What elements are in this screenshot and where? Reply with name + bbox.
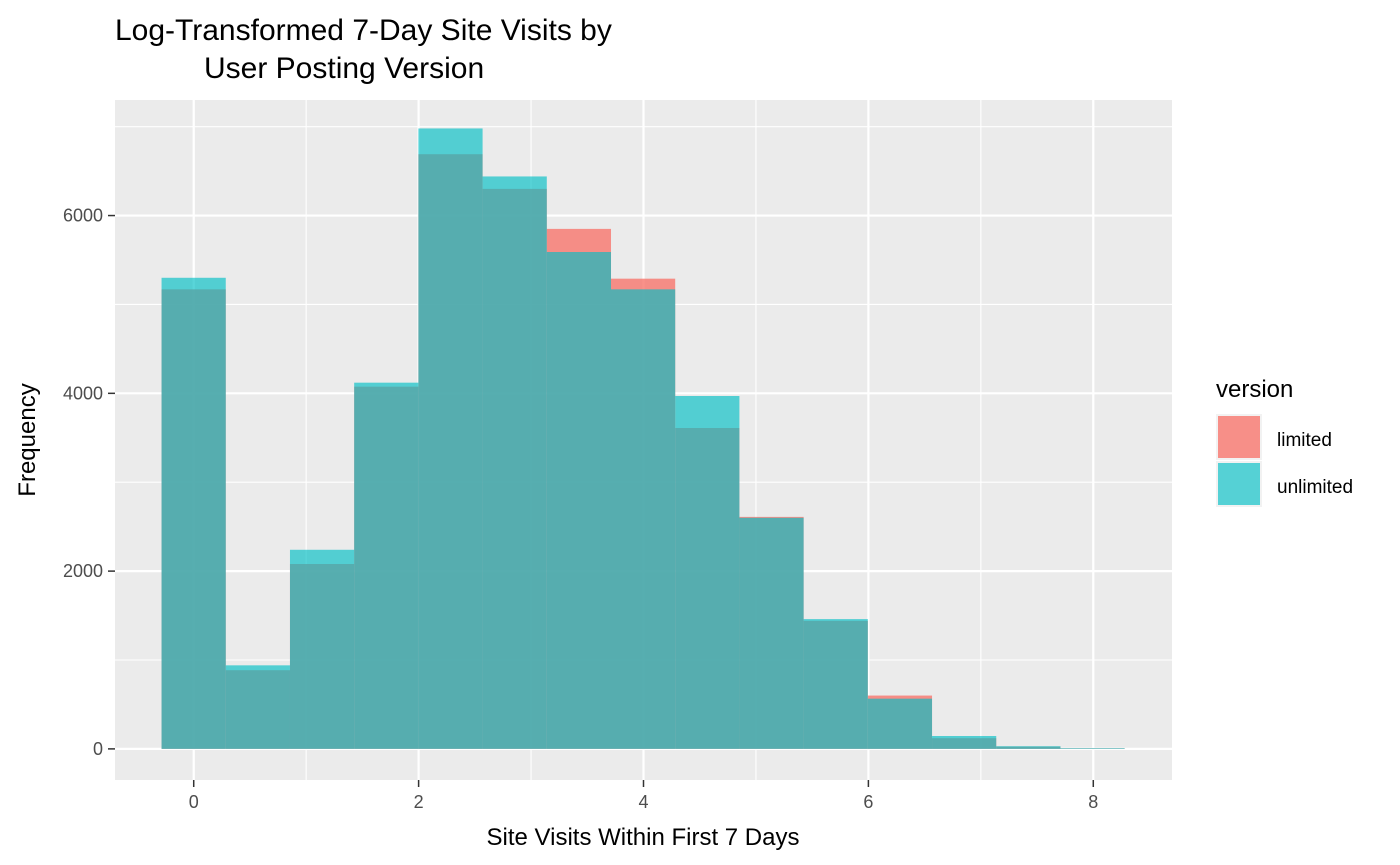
y-axis-title: Frequency	[14, 383, 41, 496]
bar-unlimited-12	[932, 736, 997, 749]
bar-unlimited-13	[996, 746, 1061, 749]
bar-unlimited-2	[289, 549, 355, 749]
legend: version limited unlimited	[1216, 376, 1353, 507]
legend-swatch-limited	[1218, 416, 1260, 458]
bar-unlimited-8	[675, 396, 740, 749]
bar-unlimited-1	[225, 665, 290, 749]
legend-swatch-unlimited	[1218, 463, 1260, 505]
bar-unlimited-5	[482, 176, 547, 749]
bar-unlimited-0	[161, 277, 226, 749]
x-tick-label: 2	[414, 792, 424, 812]
chart-title-line-2: User Posting Version	[204, 52, 484, 85]
y-axis: 0 2000 4000 6000	[63, 206, 115, 759]
bar-unlimited-9	[739, 517, 804, 749]
bar-unlimited-6	[546, 252, 612, 749]
legend-label-unlimited: unlimited	[1277, 477, 1353, 498]
bar-unlimited-7	[611, 289, 676, 749]
bar-unlimited-11	[867, 698, 933, 749]
bar-unlimited-4	[418, 128, 483, 749]
legend-title: version	[1216, 376, 1293, 403]
chart-title-line-1: Log-Transformed 7-Day Site Visits by	[115, 14, 612, 47]
legend-label-limited: limited	[1277, 430, 1332, 451]
bar-unlimited-10	[803, 619, 868, 749]
y-tick-label: 2000	[63, 561, 103, 581]
y-tick-label: 4000	[63, 383, 103, 403]
x-tick-label: 8	[1088, 792, 1098, 812]
y-tick-label: 6000	[63, 206, 103, 226]
bar-unlimited-14	[1060, 748, 1125, 749]
x-tick-label: 6	[863, 792, 873, 812]
bar-unlimited-3	[354, 382, 419, 749]
bars	[161, 128, 1125, 749]
x-axis: 0 2 4 6 8	[189, 780, 1098, 812]
y-tick-label: 0	[93, 739, 103, 759]
x-tick-label: 0	[189, 792, 199, 812]
x-tick-label: 4	[638, 792, 648, 812]
x-axis-title: Site Visits Within First 7 Days	[487, 824, 800, 851]
